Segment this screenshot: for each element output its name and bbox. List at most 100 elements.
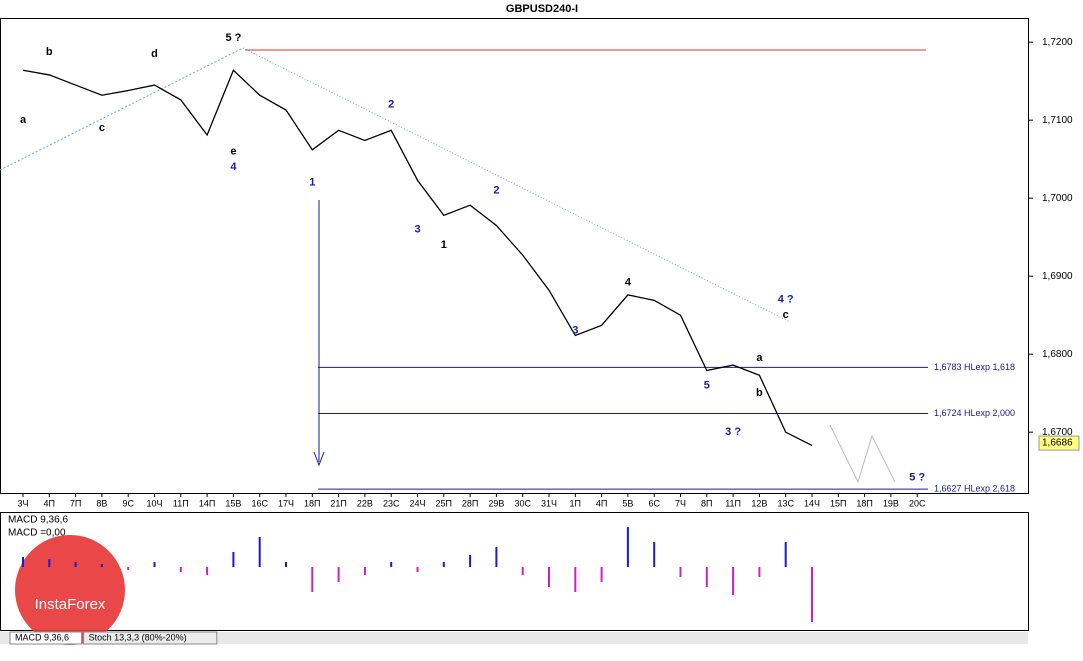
wave-label: c xyxy=(783,309,789,321)
macd-bar xyxy=(442,562,445,567)
y-tick-label: 1,7100 xyxy=(1042,115,1073,126)
x-tick-label: 17Ч xyxy=(278,498,294,508)
tab-bar xyxy=(0,632,1028,644)
macd-bar xyxy=(758,567,761,577)
x-tick-label: 3Ч xyxy=(17,498,28,508)
wave-label: 5 ? xyxy=(225,32,241,44)
y-tick-label: 1,6800 xyxy=(1042,349,1073,360)
wave-label: 1 xyxy=(309,176,315,188)
y-tick-label: 1,7200 xyxy=(1042,37,1073,48)
wave-label: 4 ? xyxy=(778,293,794,305)
logo-badge xyxy=(15,535,125,645)
x-tick-label: 14П xyxy=(199,498,215,508)
y-tick-label: 1,6700 xyxy=(1042,427,1073,438)
x-tick-label: 29В xyxy=(488,498,504,508)
macd-bar xyxy=(574,567,577,592)
logo: InstaForex xyxy=(15,535,125,645)
level-label: 1,6783 HLexp 1,618 xyxy=(934,362,1015,372)
x-tick-label: 5В xyxy=(622,498,633,508)
macd-label: MACD 9,36,6 xyxy=(8,515,68,526)
macd-bar xyxy=(258,537,261,567)
x-tick-label: 16С xyxy=(251,498,268,508)
wave-label: a xyxy=(756,352,763,364)
x-tick-label: 19В xyxy=(883,498,899,508)
macd-bar xyxy=(390,562,393,567)
macd-bar xyxy=(495,547,498,567)
wave-label: e xyxy=(230,145,236,157)
macd-bar xyxy=(653,542,656,567)
indicator-tab-label: Stoch 13,3,3 (80%-20%) xyxy=(89,632,187,642)
projection xyxy=(829,424,896,484)
level-label: 1,6724 HLexp 2,000 xyxy=(934,408,1015,418)
trend-line xyxy=(0,47,244,171)
wave-label: 3 ? xyxy=(725,426,741,438)
macd-bar xyxy=(732,567,735,595)
indicator-tab xyxy=(9,631,83,645)
macd-bar xyxy=(548,567,550,587)
x-tick-label: 23С xyxy=(383,498,400,508)
macd-bar xyxy=(363,567,366,575)
macd-bar xyxy=(285,562,287,567)
x-tick-label: 9С xyxy=(122,498,134,508)
macd-bar xyxy=(153,562,156,567)
price-line xyxy=(22,69,813,447)
x-tick-label: 11П xyxy=(173,498,189,508)
macd-bar xyxy=(416,567,419,572)
wave-label: a xyxy=(20,114,27,126)
macd-bar xyxy=(521,567,524,575)
x-tick-label: 20С xyxy=(909,498,926,508)
x-tick-label: 8П xyxy=(701,498,712,508)
wave-label: 4 xyxy=(625,276,632,288)
wave-label: 2 xyxy=(493,184,499,196)
wave-label: 3 xyxy=(572,325,578,337)
macd-bar xyxy=(705,567,708,587)
macd-bar xyxy=(469,555,472,567)
macd-bar xyxy=(679,567,682,577)
macd-bar xyxy=(337,567,340,582)
macd-bar xyxy=(206,567,209,575)
indicator-tab-label: MACD 9,36,6 xyxy=(15,632,69,642)
macd-bar xyxy=(784,542,787,567)
price-frame xyxy=(0,18,1029,494)
x-tick-label: 30С xyxy=(514,498,531,508)
macd-bar xyxy=(626,527,629,567)
x-tick-label: 18П xyxy=(856,498,872,508)
x-tick-label: 14Ч xyxy=(804,498,820,508)
x-tick-label: 18П xyxy=(304,498,320,508)
x-tick-label: 25П xyxy=(436,498,452,508)
macd-bar xyxy=(48,559,51,567)
macd-bar xyxy=(22,557,24,567)
macd-bar xyxy=(74,562,77,567)
x-tick-label: 11П xyxy=(725,498,741,508)
x-tick-label: 15П xyxy=(830,498,846,508)
level-label: 1,6627 HLexp 2,618 xyxy=(934,483,1015,493)
x-tick-label: 10Ч xyxy=(146,498,162,508)
x-tick-label: 21П xyxy=(330,498,346,508)
y-tick-label: 1,6900 xyxy=(1042,271,1073,282)
macd-bar xyxy=(127,567,130,570)
x-tick-label: 22В xyxy=(357,498,373,508)
target-arrow-head xyxy=(313,451,325,467)
macd-bar xyxy=(100,564,103,567)
x-tick-label: 1П xyxy=(570,498,581,508)
x-tick-label: 13С xyxy=(777,498,794,508)
wave-label: 5 xyxy=(704,379,710,391)
x-tick-label: 4П xyxy=(44,498,55,508)
y-tick-label: 1,7000 xyxy=(1042,193,1073,204)
x-tick-label: 12В xyxy=(751,498,767,508)
x-tick-label: 24Ч xyxy=(409,498,425,508)
x-tick-label: 8В xyxy=(96,498,107,508)
x-tick-label: 7Ч xyxy=(675,498,686,508)
logo-text: InstaForex xyxy=(35,596,106,613)
macd-bar xyxy=(311,567,314,592)
macd-bar xyxy=(232,552,235,567)
current-price-box xyxy=(1038,435,1080,451)
wave-label: 1 xyxy=(441,239,447,251)
wave-label: b xyxy=(46,46,53,58)
x-tick-label: 4П xyxy=(596,498,607,508)
wave-label: 3 xyxy=(414,223,420,235)
wave-label: c xyxy=(99,122,105,134)
macd-value: MACD =0,00 xyxy=(8,528,66,539)
